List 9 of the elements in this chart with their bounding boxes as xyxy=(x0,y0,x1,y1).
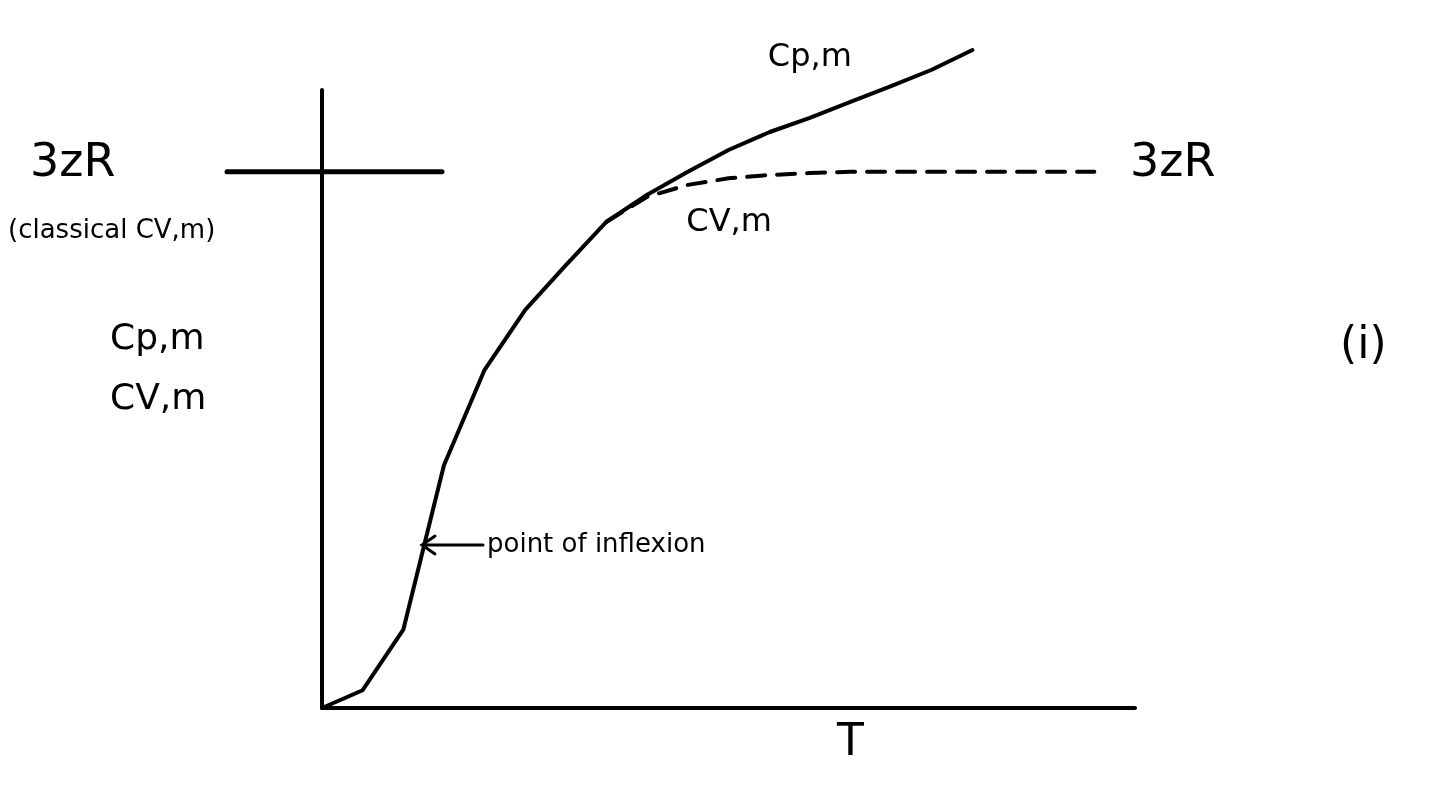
ref-line-label: 3zR xyxy=(30,132,116,187)
series-label: Cp,m xyxy=(767,36,852,75)
y-axis-title: Cp,m CV,m xyxy=(110,316,207,418)
text: (classical CV,m) xyxy=(8,214,216,245)
x-axis-title: T xyxy=(836,714,864,766)
annotation: point of inflexion xyxy=(487,527,706,558)
text: (i) xyxy=(1340,316,1387,368)
series-label: CV,m xyxy=(686,201,772,240)
annotation: 3zR xyxy=(1130,132,1216,187)
